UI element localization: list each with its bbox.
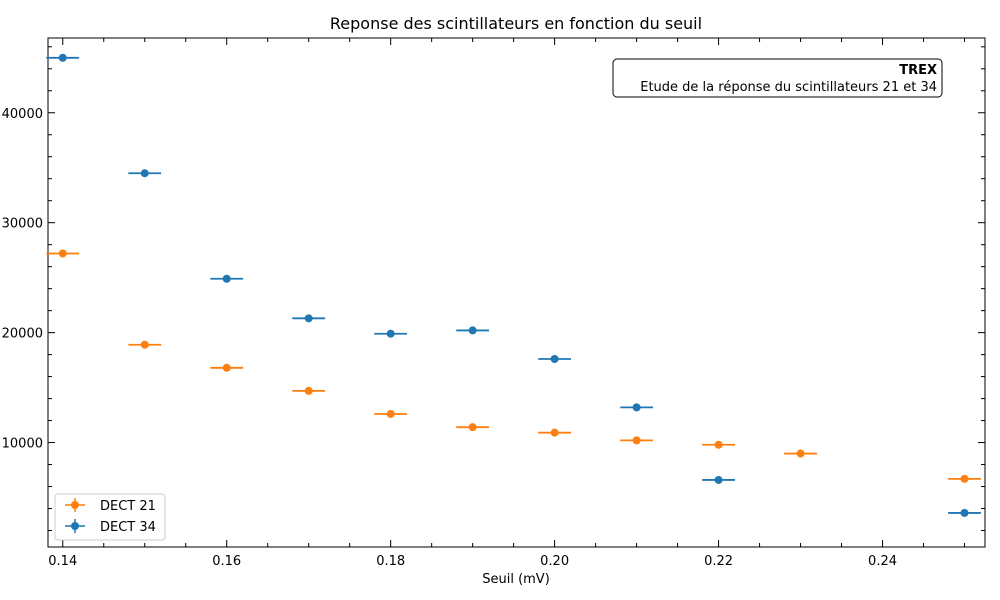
data-point xyxy=(140,340,149,349)
data-point xyxy=(304,314,313,323)
data-point xyxy=(58,249,67,258)
data-point xyxy=(386,409,395,418)
axis-ticks: 0.14 0.16 0.18 0.20 0.22 0.24 10000 20000 30000 4… xyxy=(2,38,985,569)
annotation-text: Etude de la réponse du scintillateurs 21… xyxy=(640,80,937,95)
x-axis-label: Seuil (mV) xyxy=(482,572,550,587)
data-point xyxy=(550,428,559,437)
legend-label-dect-34: DECT 34 xyxy=(100,520,156,535)
series-dect-21 xyxy=(46,249,981,483)
legend-label-dect-21: DECT 21 xyxy=(100,499,156,514)
data-point xyxy=(960,474,969,483)
data-point xyxy=(796,449,805,458)
x-tick-label: 0.14 xyxy=(48,554,77,569)
chart-title: Reponse des scintillateurs en fonction d… xyxy=(330,14,702,33)
data-point xyxy=(304,386,313,395)
x-tick-label: 0.16 xyxy=(212,554,241,569)
data-point xyxy=(632,436,641,445)
data-point xyxy=(714,440,723,449)
data-point xyxy=(222,363,231,372)
annotation-frame xyxy=(612,58,943,98)
data-point xyxy=(386,329,395,338)
data-point xyxy=(468,423,477,432)
x-tick-label: 0.24 xyxy=(868,554,897,569)
data-point xyxy=(960,508,969,517)
legend-marker-dect-21 xyxy=(65,498,85,512)
plot-area xyxy=(47,37,986,548)
data-point xyxy=(140,169,149,178)
y-tick-label: 10000 xyxy=(2,437,43,452)
data-point xyxy=(714,475,723,484)
legend: DECT 21 DECT 34 xyxy=(54,493,166,541)
annotation-box: TREX Etude de la réponse du scintillateu… xyxy=(612,58,943,98)
data-point xyxy=(550,355,559,364)
x-tick-label: 0.20 xyxy=(540,554,569,569)
y-tick-label: 30000 xyxy=(2,217,43,232)
x-tick-label: 0.22 xyxy=(704,554,733,569)
data-point xyxy=(222,274,231,283)
y-tick-label: 20000 xyxy=(2,327,43,342)
data-point xyxy=(58,53,67,62)
annotation-title: TREX xyxy=(899,63,937,78)
data-point xyxy=(632,403,641,412)
data-marks xyxy=(46,53,981,517)
data-point xyxy=(468,326,477,335)
x-tick-label: 0.18 xyxy=(376,554,405,569)
y-tick-label: 40000 xyxy=(2,107,43,122)
series-dect-34 xyxy=(46,53,981,517)
legend-marker-dect-34 xyxy=(65,519,85,533)
